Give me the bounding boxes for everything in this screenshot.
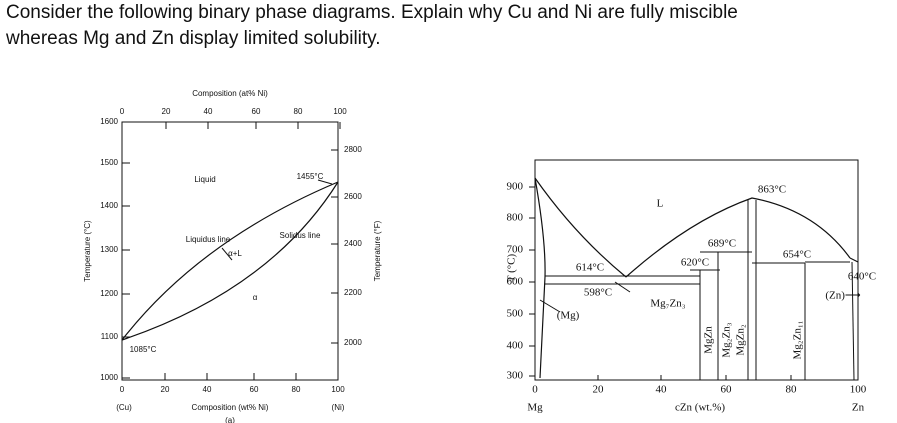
bottom-tick-label: 0 [532, 384, 538, 396]
diagram-label: α+L [228, 249, 242, 258]
diagram-label: 654°C [783, 249, 811, 261]
left-tick-label: 600 [507, 276, 524, 288]
diagram-label: Liquid [194, 175, 215, 184]
left-tick-label: 900 [507, 181, 524, 193]
diagram-label: 689°C [708, 238, 736, 250]
diagram-label: L [657, 198, 664, 210]
plot-frame [121, 121, 339, 381]
zn-solvus [851, 261, 855, 381]
left-tick-label: 1100 [101, 332, 119, 341]
caption: (a) [225, 416, 235, 423]
leader [221, 247, 233, 261]
left-tick-label: 300 [507, 370, 524, 382]
bottom-tick-label: 60 [250, 385, 259, 394]
end-label: Mg [527, 402, 543, 414]
diagram-label: (Zn)⟶ [825, 290, 861, 302]
left-tick-label: 500 [507, 308, 524, 320]
left-tick-label: 700 [507, 244, 524, 256]
diagram-label: 598°C [584, 287, 612, 299]
bottom-tick-label: 100 [331, 385, 345, 394]
bottom-tick-label: 20 [593, 384, 605, 396]
end-label: Zn [852, 402, 865, 414]
bottom-tick-label: 100 [850, 384, 867, 396]
mg-solvus [534, 177, 546, 379]
left-tick-label: 1600 [100, 117, 118, 126]
top-tick-label: 60 [252, 107, 261, 116]
right-tick-label: 2000 [344, 338, 362, 347]
left-tick-label: 1300 [100, 245, 118, 254]
liquidus-curve [121, 181, 339, 341]
right-tick-label: 2200 [344, 288, 362, 297]
axis-title: T (°C) [506, 254, 518, 283]
left-tick-label: 1400 [100, 201, 118, 210]
bottom-tick-label: 40 [656, 384, 668, 396]
leader [317, 179, 333, 185]
phase-label: Mg₂Zn₁₁ [792, 320, 804, 359]
axis-title: Temperature (°F) [373, 220, 382, 281]
right-tick-label: 2800 [344, 145, 362, 154]
bottom-tick-label: 40 [203, 385, 212, 394]
question-line: Consider the following binary phase diag… [6, 2, 738, 23]
diagram-label: 1455°C [297, 172, 324, 181]
end-label: (Ni) [332, 403, 345, 412]
phase-label: MgZn₂ [735, 324, 747, 356]
axis-title: Composition (at% Ni) [192, 89, 268, 98]
bottom-tick-label: 80 [292, 385, 301, 394]
diagram-label: 614°C [576, 262, 604, 274]
liquidus-curve [534, 177, 627, 278]
diagram-label: 620°C [681, 257, 709, 269]
top-tick-label: 100 [333, 107, 347, 116]
left-tick-label: 1000 [100, 373, 118, 382]
right-tick-label: 2400 [344, 239, 362, 248]
phase-label: Mg₂Zn₃ [721, 322, 733, 357]
bottom-tick-label: 80 [786, 384, 798, 396]
liquidus-end [849, 257, 859, 263]
liquidus-dome [625, 197, 851, 278]
left-tick-label: 1200 [100, 289, 118, 298]
right-tick-label: 2600 [344, 192, 362, 201]
axis-title: cZn (wt.%) [675, 402, 725, 414]
diagram-label: Solidus line [280, 231, 321, 240]
diagram-label: Liquidus line [186, 235, 231, 244]
bottom-tick-label: 0 [120, 385, 125, 394]
top-tick-label: 40 [204, 107, 213, 116]
top-tick-label: 20 [162, 107, 171, 116]
bottom-tick-label: 60 [721, 384, 733, 396]
plot-frame [534, 159, 859, 381]
end-label: (Cu) [116, 403, 132, 412]
solidus-curve [121, 181, 339, 341]
top-tick-label: 80 [294, 107, 303, 116]
mg-zn-diagram: 900 800 700 600 500 400 300 0 20 40 60 80 100 T (°C) c… [506, 159, 876, 414]
diagram-label: 863°C [758, 184, 786, 196]
phase-label: MgZn [703, 326, 715, 354]
leader [539, 299, 561, 313]
left-tick-label: 1500 [100, 158, 118, 167]
question-line: whereas Mg and Zn display limited solubi… [6, 28, 381, 49]
axis-title: Temperature (°C) [83, 220, 92, 282]
axis-title: Composition (wt% Ni) [192, 403, 269, 412]
left-tick-label: 800 [507, 212, 524, 224]
diagram-label: α [253, 293, 258, 302]
diagram-label: 1085°C [130, 345, 157, 354]
leader [614, 281, 631, 293]
diagram-label: 640°C [848, 271, 876, 283]
diagram-label: Mg₇Zn₃ [650, 298, 685, 310]
bottom-tick-label: 20 [161, 385, 170, 394]
cu-ni-diagram: 0 20 40 60 80 1000 20 40 60 80 1001600150014001300… [83, 89, 382, 423]
left-tick-label: 400 [507, 340, 524, 352]
diagram-label: (Mg) [557, 310, 580, 322]
top-tick-label: 0 [120, 107, 125, 116]
